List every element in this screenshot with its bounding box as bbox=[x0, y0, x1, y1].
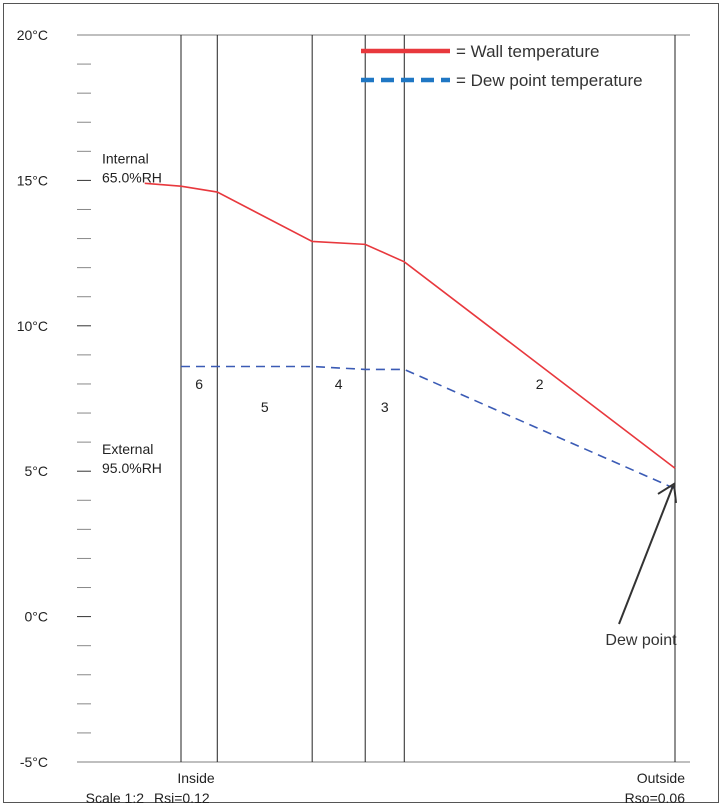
legend-label-dew-point: = Dew point temperature bbox=[456, 71, 643, 90]
internal-rh-label: 65.0%RH bbox=[102, 169, 162, 185]
dew-point-arrow-head bbox=[657, 482, 677, 504]
chart-frame: 20°C 15°C 10°C 5°C 0°C -5°C 6 5 4 3 2 Internal 65.0… bbox=[3, 3, 719, 804]
y-tick-label: -5°C bbox=[20, 754, 48, 770]
dew-point-label: Dew point bbox=[605, 632, 677, 649]
layer-label: 6 bbox=[195, 376, 203, 392]
external-rh-label: 95.0%RH bbox=[102, 460, 162, 476]
layer-label: 3 bbox=[381, 399, 389, 415]
temperature-profile-chart: 20°C 15°C 10°C 5°C 0°C -5°C 6 5 4 3 2 Internal 65.0… bbox=[17, 27, 690, 804]
scale-label: Scale 1:2 bbox=[86, 790, 145, 804]
y-tick-label: 0°C bbox=[25, 609, 49, 625]
layer-label: 4 bbox=[335, 376, 343, 392]
rsi-label: Rsi=0.12 bbox=[154, 790, 210, 804]
dew-point-arrow-shaft bbox=[618, 485, 674, 625]
rso-label: Rso=0.06 bbox=[625, 790, 686, 804]
legend-label-wall: = Wall temperature bbox=[456, 42, 599, 61]
dew-point-temperature-line bbox=[181, 365, 676, 490]
inside-label: Inside bbox=[177, 770, 215, 786]
y-tick-label: 20°C bbox=[17, 27, 48, 43]
outside-label: Outside bbox=[637, 770, 685, 786]
external-label: External bbox=[102, 441, 153, 457]
y-tick-label: 10°C bbox=[17, 318, 48, 334]
layer-label: 5 bbox=[261, 399, 269, 415]
y-tick-label: 5°C bbox=[25, 463, 49, 479]
y-tick-label: 15°C bbox=[17, 172, 48, 188]
layer-label: 2 bbox=[536, 376, 544, 392]
wall-temperature-line bbox=[144, 182, 676, 469]
internal-label: Internal bbox=[102, 150, 149, 166]
